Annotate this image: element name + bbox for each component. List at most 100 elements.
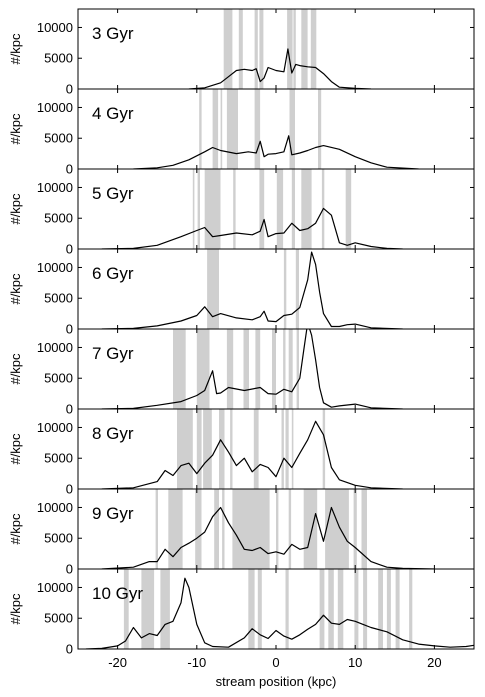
y-axis-title: #/kpc [8,113,23,145]
shaded-band-1 [173,329,186,409]
panel-frame [77,568,475,650]
y-tick-label: 0 [66,82,73,97]
panel-age-label: 5 Gyr [92,184,134,203]
shaded-band-8 [328,569,334,649]
shaded-band-2 [196,409,202,489]
x-tick-label: 0 [272,655,279,670]
shaded-band-5 [287,9,293,89]
shaded-band-2 [283,249,287,329]
shaded-band-8 [310,9,317,89]
panel-frame [77,248,475,330]
shaded-band-4 [243,329,249,409]
shaded-band-6 [293,9,296,89]
shaded-band-7 [276,489,279,569]
shaded-band-7 [281,409,284,489]
shaded-band-7 [291,169,295,249]
panel-age-label: 4 Gyr [92,104,134,123]
y-axis-title: #/kpc [8,193,23,225]
y-tick-label: 0 [66,162,73,177]
panel-age-label: 6 Gyr [92,264,134,283]
density-curve [188,48,372,89]
panel-frame [77,8,475,90]
panel-frame [77,88,475,170]
y-axis-title: #/kpc [8,593,23,625]
density-curve [85,577,474,649]
shaded-band-9 [337,569,344,649]
y-tick-label: 10000 [37,580,73,595]
shaded-band-8 [301,169,312,249]
y-tick-label: 10000 [37,340,73,355]
y-tick-label: 5000 [44,51,73,66]
y-tick-label: 10000 [37,260,73,275]
shaded-band-10 [325,489,349,569]
shaded-band-3 [195,489,202,569]
y-tick-label: 0 [66,242,73,257]
y-axis-title: #/kpc [8,33,23,65]
shaded-band-7 [319,569,325,649]
shaded-band-3 [204,169,221,249]
density-curve [101,251,403,329]
shaded-band-6 [253,409,259,489]
shaded-band-6 [232,489,270,569]
shaded-band-3 [254,9,258,89]
y-tick-label: 0 [66,642,73,657]
shaded-band-1 [192,169,195,249]
shaded-band-5 [230,409,233,489]
y-tick-label: 5000 [44,611,73,626]
shaded-band-6 [272,329,276,409]
y-tick-label: 5000 [44,291,73,306]
shaded-band-1 [207,249,219,329]
shaded-band-1 [177,409,193,489]
shaded-band-10 [322,409,326,489]
y-tick-label: 5000 [44,211,73,226]
density-curve [133,135,419,169]
x-tick-label: 20 [427,655,441,670]
shaded-band-7 [301,9,308,89]
panel-5: 0 5000 10000 #/kpc 7 Gyr [8,328,475,417]
density-curve [101,329,403,409]
y-axis-title: #/kpc [8,353,23,385]
y-tick-label: 5000 [44,131,73,146]
shaded-band-6 [289,89,295,169]
y-tick-label: 0 [66,402,73,417]
shaded-band-7 [283,329,286,409]
shaded-band-4 [226,89,238,169]
shaded-band-2 [141,569,155,649]
panel-age-label: 8 Gyr [92,424,134,443]
y-tick-label: 10000 [37,500,73,515]
shaded-band-2 [168,489,183,569]
density-curve [101,506,435,569]
panel-3: 0 5000 10000 #/kpc 5 Gyr [8,168,475,257]
shaded-band-8 [288,489,292,569]
shaded-band-9 [291,409,294,489]
density-curve [101,207,403,249]
shaded-band-1 [155,489,158,569]
shaded-band-3 [226,329,234,409]
shaded-band-9 [303,489,318,569]
shaded-band-11 [363,569,368,649]
x-axis-title: stream position (kpc) [216,674,337,689]
panel-8: 0 5000 10000 #/kpc 10 Gyr -20 -10 0 10 20 stream p… [8,568,475,689]
shaded-band-5 [254,89,261,169]
panel-age-label: 10 Gyr [92,584,143,603]
y-axis-title: #/kpc [8,273,23,305]
shaded-band-1 [199,89,202,169]
panel-age-label: 3 Gyr [92,24,134,43]
y-tick-label: 5000 [44,451,73,466]
y-tick-label: 10000 [37,180,73,195]
panel-1: 0 5000 10000 #/kpc 3 Gyr [8,8,475,97]
shaded-band-4 [248,569,255,649]
y-axis-title: #/kpc [8,433,23,465]
shaded-band-14 [395,569,400,649]
panel-age-label: 7 Gyr [92,344,134,363]
x-tick-label: -20 [108,655,127,670]
shaded-band-10 [354,569,359,649]
y-tick-label: 10000 [37,100,73,115]
y-tick-label: 0 [66,482,73,497]
shaded-band-9 [296,329,299,409]
shaded-band-3 [295,249,299,329]
density-curve [101,420,403,489]
shaded-band-6 [276,169,284,249]
panel-frame [77,168,475,250]
